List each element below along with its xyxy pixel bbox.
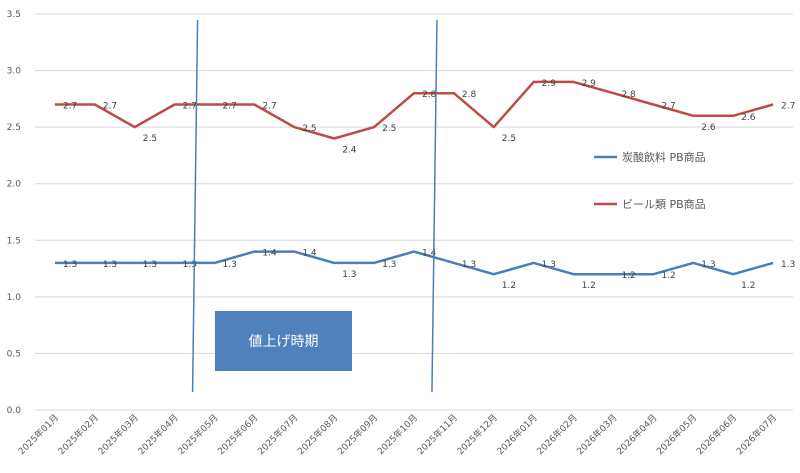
legend-label-1: ビール類 PB商品	[622, 197, 706, 211]
data-label: 1.3	[342, 270, 356, 280]
data-label: 1.3	[223, 260, 237, 270]
data-label: 1.2	[502, 281, 516, 291]
series-line-0	[54, 250, 774, 276]
data-label: 1.2	[621, 271, 635, 281]
x-tick-label: 2025年10月	[375, 412, 421, 458]
x-tick-label: 2025年11月	[415, 412, 461, 458]
data-label: 2.8	[422, 90, 437, 100]
data-label: 2.7	[63, 102, 77, 112]
data-label: 2.5	[382, 124, 396, 134]
data-label: 1.2	[661, 271, 675, 281]
data-label: 1.3	[103, 260, 117, 270]
data-label: 2.7	[781, 102, 795, 112]
data-label: 1.4	[262, 249, 277, 259]
vertical-marker-0	[191, 19, 199, 393]
x-tick-label: 2025年06月	[215, 412, 261, 458]
x-tick-label: 2026年06月	[694, 412, 740, 458]
y-tick-label: 2.0	[7, 180, 22, 190]
x-tick-label: 2026年04月	[614, 412, 660, 458]
data-label: 1.3	[143, 260, 157, 270]
data-label: 1.3	[183, 260, 197, 270]
data-label: 1.2	[741, 281, 755, 291]
data-label: 1.4	[422, 249, 437, 259]
x-tick-label: 2025年02月	[55, 412, 101, 458]
y-tick-label: 2.5	[7, 123, 21, 133]
data-label: 2.6	[701, 123, 716, 133]
y-tick-label: 1.5	[7, 236, 21, 246]
data-label: 2.5	[143, 134, 157, 144]
x-tick-label: 2025年09月	[335, 412, 381, 458]
data-label: 2.5	[302, 124, 316, 134]
data-label: 1.3	[462, 260, 476, 270]
data-label: 2.7	[661, 102, 675, 112]
data-label: 2.8	[621, 90, 636, 100]
data-label: 1.3	[542, 260, 556, 270]
data-label: 1.2	[582, 281, 596, 291]
series-lines	[54, 80, 774, 276]
legend-label-0: 炭酸飲料 PB商品	[622, 150, 706, 164]
data-label: 2.9	[582, 79, 597, 89]
y-tick-label: 1.0	[7, 293, 22, 303]
x-tick-label: 2026年03月	[574, 412, 620, 458]
x-tick-label: 2026年02月	[534, 412, 580, 458]
x-tick-label: 2025年08月	[295, 412, 341, 458]
data-label: 2.8	[462, 90, 477, 100]
y-tick-label: 0.0	[7, 406, 22, 416]
annotation-box: 値上げ時期	[215, 311, 352, 371]
data-label: 1.3	[63, 260, 77, 270]
data-label: 2.7	[183, 102, 197, 112]
series-line-1	[54, 80, 774, 140]
data-label: 2.7	[223, 102, 237, 112]
data-label: 2.7	[262, 102, 276, 112]
data-label: 1.3	[701, 260, 715, 270]
data-label: 2.4	[342, 145, 357, 155]
data-label: 2.9	[542, 79, 557, 89]
x-tick-label: 2025年05月	[175, 412, 221, 458]
vertical-marker-1	[431, 19, 438, 393]
x-tick-label: 2025年12月	[454, 412, 500, 458]
x-tick-label: 2025年07月	[255, 412, 301, 458]
data-label: 2.6	[741, 113, 756, 123]
gridlines	[35, 13, 793, 411]
annotation-text: 値上げ時期	[249, 334, 319, 350]
y-tick-label: 0.5	[7, 349, 21, 359]
data-label: 1.3	[781, 260, 795, 270]
x-tick-label: 2025年01月	[16, 412, 62, 458]
x-tick-label: 2025年04月	[135, 412, 181, 458]
data-label: 1.4	[302, 249, 317, 259]
data-label: 1.3	[382, 260, 396, 270]
x-tick-label: 2026年07月	[734, 412, 780, 458]
y-tick-label: 3.0	[7, 67, 22, 77]
x-tick-label: 2026年01月	[494, 412, 540, 458]
y-axis: 0.0 0.5 1.0 1.5 2.0 2.5 3.0 3.5	[7, 10, 22, 416]
y-tick-label: 3.5	[7, 10, 21, 20]
data-label: 2.7	[103, 102, 117, 112]
vertical-markers	[191, 19, 438, 393]
data-labels: 1.3 1.3 1.3 1.3 1.3 1.4 1.4 1.3 1.3 1.4 1.3 1.2 1.3 1…	[63, 79, 795, 291]
x-tick-label: 2026年05月	[654, 412, 700, 458]
data-label: 2.5	[502, 134, 516, 144]
annotation-rect	[215, 311, 352, 371]
x-axis: 2025年01月2025年02月2025年03月2025年04月2025年05月…	[16, 412, 780, 458]
x-tick-label: 2025年03月	[95, 412, 141, 458]
